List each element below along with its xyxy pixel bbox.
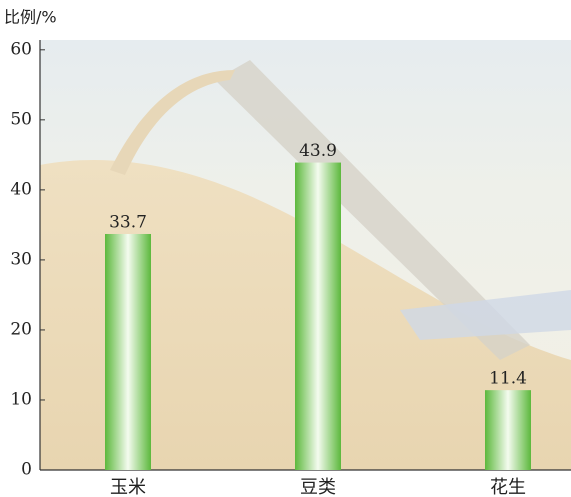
value-label: 33.7 bbox=[109, 212, 147, 232]
y-axis-title: 比例/% bbox=[4, 8, 57, 27]
value-label: 11.4 bbox=[489, 369, 527, 389]
y-tick-label: 0 bbox=[21, 460, 32, 480]
y-tick-label: 10 bbox=[10, 389, 32, 409]
bar bbox=[295, 162, 341, 470]
y-tick-label: 30 bbox=[10, 249, 32, 269]
x-tick-label: 玉米 bbox=[110, 477, 146, 497]
bar bbox=[105, 233, 151, 470]
y-tick-label: 20 bbox=[10, 319, 32, 339]
x-tick-label: 花生 bbox=[490, 477, 526, 497]
y-tick-label: 40 bbox=[10, 179, 32, 199]
bar bbox=[485, 390, 531, 470]
y-tick-label: 60 bbox=[10, 39, 32, 59]
y-tick-label: 50 bbox=[10, 109, 32, 129]
x-tick-label: 豆类 bbox=[300, 477, 336, 497]
value-label: 43.9 bbox=[299, 141, 337, 161]
